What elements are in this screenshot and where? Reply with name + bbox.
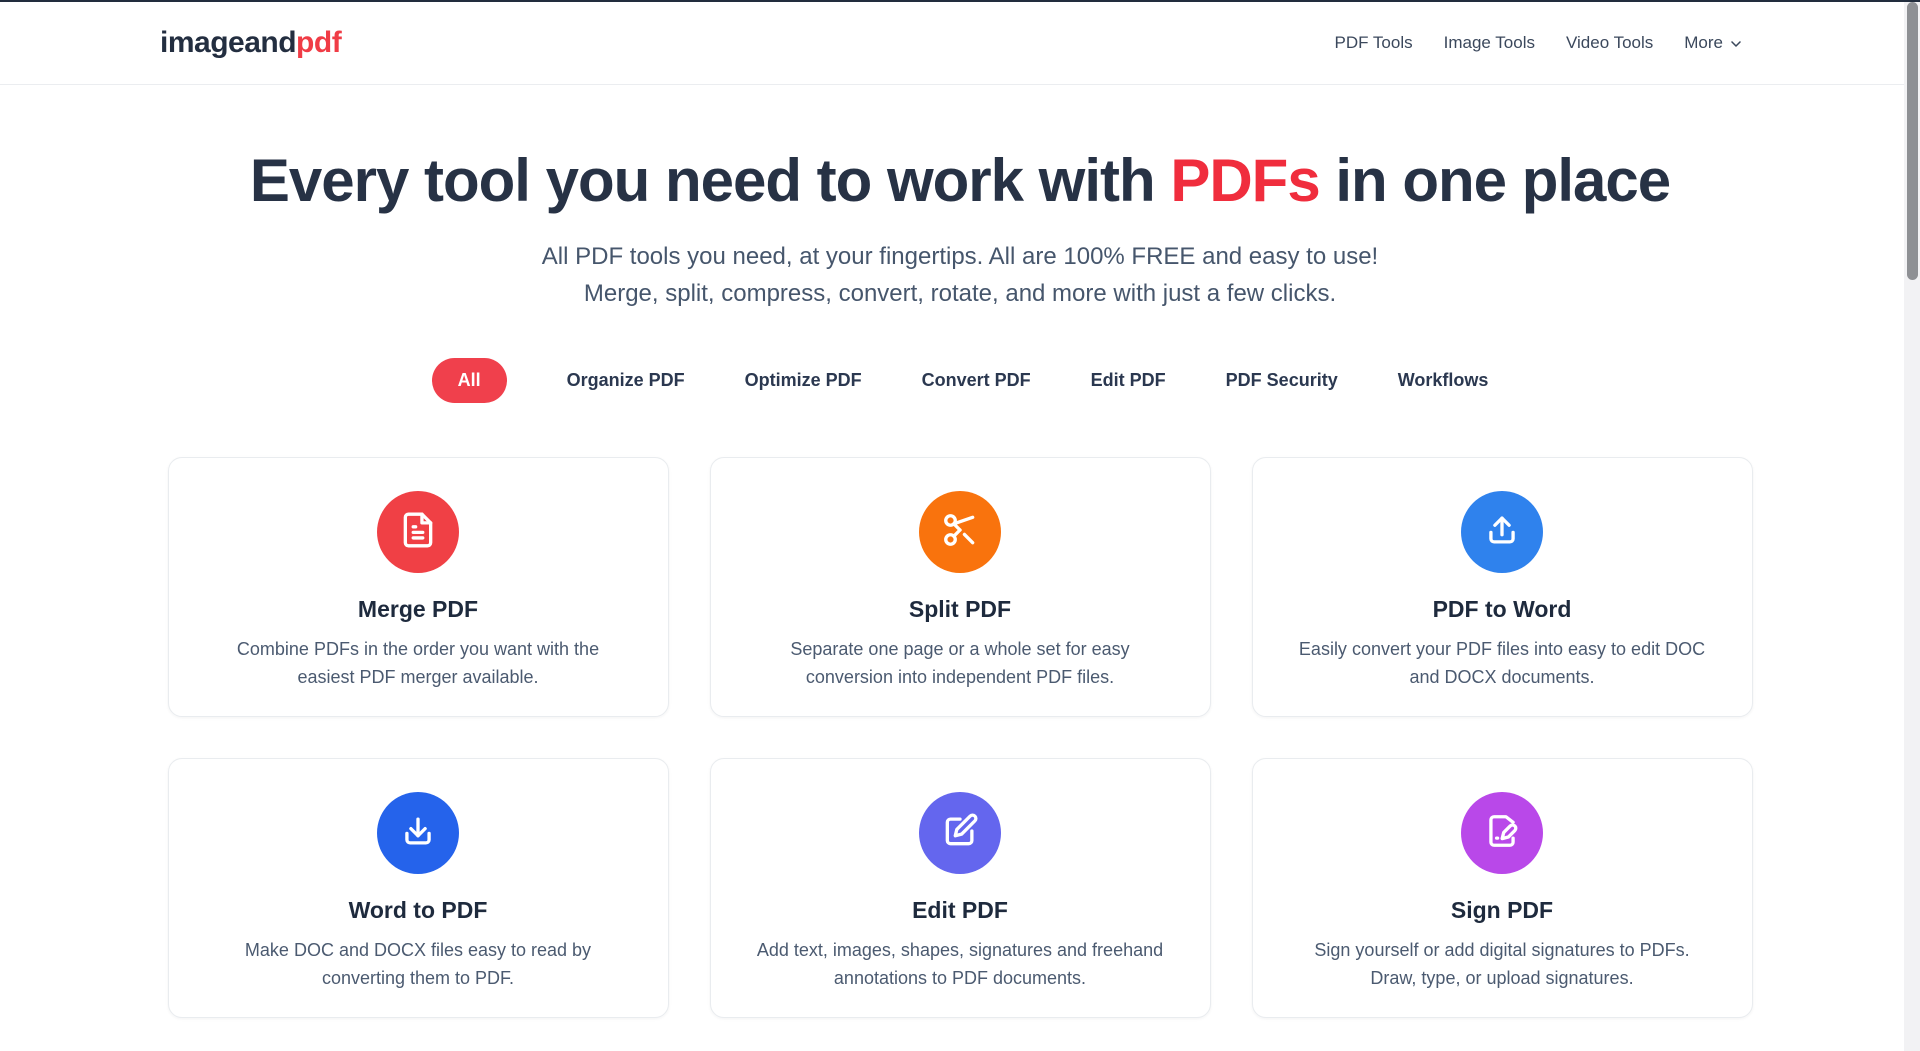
nav-item-more[interactable]: More <box>1684 33 1744 53</box>
hero-section: Every tool you need to work with PDFs in… <box>0 85 1920 404</box>
tool-icon-circle <box>1461 792 1543 875</box>
file-signature-icon <box>1483 812 1521 855</box>
tool-title: Merge PDF <box>357 596 479 623</box>
square-pen-icon <box>941 812 979 855</box>
main-nav: PDF Tools Image Tools Video Tools More <box>1335 33 1744 53</box>
subtitle-line-2: Merge, split, compress, convert, rotate,… <box>583 280 1337 308</box>
page-subtitle: All PDF tools you need, at your fingerti… <box>0 238 1920 312</box>
tool-card-pdf-to-word[interactable]: PDF to Word Easily convert your PDF file… <box>1251 457 1753 718</box>
nav-item-label: Video Tools <box>1565 33 1654 52</box>
tool-card-edit-pdf[interactable]: Edit PDF Add text, images, shapes, signa… <box>709 758 1211 1019</box>
nav-item-label: Image Tools <box>1443 33 1535 52</box>
download-icon <box>399 812 437 855</box>
upload-icon <box>1483 511 1521 554</box>
nav-item-label: More <box>1684 33 1723 52</box>
nav-item-image-tools[interactable]: Image Tools <box>1444 33 1535 53</box>
tool-title: Word to PDF <box>348 897 488 924</box>
nav-item-label: PDF Tools <box>1334 33 1413 52</box>
filter-tab-convert-pdf[interactable]: Convert PDF <box>921 370 1031 391</box>
tool-icon-circle <box>919 491 1001 574</box>
page-title-prefix: Every tool you need to work with <box>249 147 1171 214</box>
tool-card-split-pdf[interactable]: Split PDF Separate one page or a whole s… <box>709 457 1211 718</box>
filter-tab-pdf-security[interactable]: PDF Security <box>1225 370 1338 391</box>
scrollbar-thumb[interactable] <box>1907 2 1918 280</box>
tool-card-sign-pdf[interactable]: Sign PDF Sign yourself or add digital si… <box>1251 758 1753 1019</box>
tools-grid: Merge PDF Combine PDFs in the order you … <box>167 457 1753 1019</box>
tool-description: Make DOC and DOCX files easy to read by … <box>244 940 592 989</box>
chevron-down-icon <box>1728 36 1744 52</box>
tool-description: Combine PDFs in the order you want with … <box>236 639 600 688</box>
brand-name-accent: pdf <box>296 26 342 59</box>
page-title: Every tool you need to work with PDFs in… <box>0 147 1920 214</box>
tool-description: Easily convert your PDF files into easy … <box>1298 639 1706 688</box>
page-title-accent: PDFs <box>1170 147 1320 214</box>
tool-icon-circle <box>1461 491 1543 574</box>
tool-card-merge-pdf[interactable]: Merge PDF Combine PDFs in the order you … <box>167 457 669 718</box>
scissors-icon <box>941 511 979 554</box>
tool-title: Sign PDF <box>1450 897 1554 924</box>
tool-title: Edit PDF <box>912 897 1008 924</box>
tool-title: PDF to Word <box>1432 596 1572 623</box>
tool-description: Add text, images, shapes, signatures and… <box>756 940 1164 989</box>
tool-icon-circle <box>377 792 459 875</box>
file-text-icon <box>399 511 437 554</box>
subtitle-line-1: All PDF tools you need, at your fingerti… <box>541 243 1379 271</box>
tool-description: Sign yourself or add digital signatures … <box>1314 940 1690 989</box>
tool-title: Split PDF <box>908 596 1012 623</box>
tool-icon-circle <box>919 792 1001 875</box>
tool-icon-circle <box>377 491 459 574</box>
filter-tab-all[interactable]: All <box>431 358 507 404</box>
filter-tab-optimize-pdf[interactable]: Optimize PDF <box>744 370 862 391</box>
window-top-edge <box>0 0 1920 2</box>
vertical-scrollbar[interactable] <box>1904 2 1920 1051</box>
filter-tab-edit-pdf[interactable]: Edit PDF <box>1090 370 1166 391</box>
nav-item-pdf-tools[interactable]: PDF Tools <box>1335 33 1413 53</box>
tool-description: Separate one page or a whole set for eas… <box>790 639 1130 688</box>
tool-card-word-to-pdf[interactable]: Word to PDF Make DOC and DOCX files easy… <box>167 758 669 1019</box>
nav-item-video-tools[interactable]: Video Tools <box>1566 33 1653 53</box>
brand-name-primary: imageand <box>160 26 297 59</box>
page-title-suffix: in one place <box>1319 147 1671 214</box>
brand-logo[interactable]: imageandpdf <box>160 26 342 60</box>
site-header: imageandpdf PDF Tools Image Tools Video … <box>0 2 1920 85</box>
filter-tab-workflows[interactable]: Workflows <box>1397 370 1489 391</box>
filter-tab-organize-pdf[interactable]: Organize PDF <box>566 370 685 391</box>
filter-tabs: All Organize PDF Optimize PDF Convert PD… <box>0 358 1920 404</box>
